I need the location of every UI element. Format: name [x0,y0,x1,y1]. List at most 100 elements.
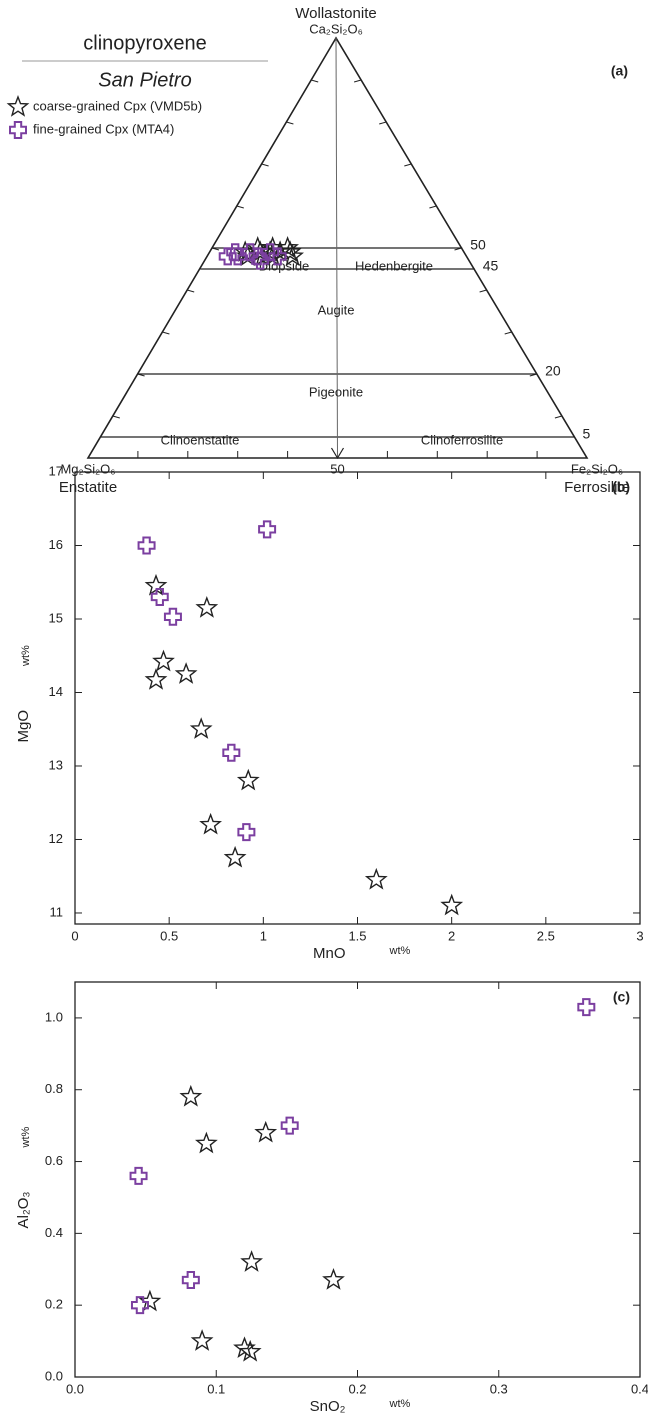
data-point [238,1339,262,1362]
y-axis-unit: wt% [20,645,32,667]
x-tick-label: 0 [71,928,78,943]
corner-formula: Mg₂Si₂O₆ [60,461,115,476]
edge-tick [404,163,412,167]
y-tick-label: 0.8 [45,1081,63,1096]
y-tick-label: 0.2 [45,1297,63,1312]
data-point [228,247,247,266]
boundary-label: 5 [583,426,591,442]
field-label: Hedenbergite [355,258,433,273]
data-point [163,607,182,626]
data-point [144,668,168,690]
y-tick-label: 12 [49,831,63,846]
data-point [440,893,464,916]
edge-tick [162,331,170,335]
y-axis-label: MgO [15,710,32,743]
data-point [222,743,241,762]
edge-tick [554,415,563,419]
y-tick-label: 14 [49,684,63,699]
data-point [577,998,596,1017]
plot-frame [74,981,641,1378]
x-tick-label: 2.5 [537,928,555,943]
data-point [195,1131,218,1154]
y-tick-label: 13 [49,757,63,772]
data-point [251,251,270,270]
data-point [280,1116,299,1135]
data-point [190,1329,214,1351]
data-point [240,1250,263,1272]
field-label: Clinoenstatite [161,432,240,447]
data-point [195,595,219,618]
data-point [276,236,299,258]
corner-label: Enstatite [59,479,117,496]
y-tick-label: 16 [49,537,63,552]
edge-tick [187,289,195,293]
data-point [181,1271,200,1290]
x-axis-label: SnO₂ [310,1398,346,1415]
y-tick-label: 0.6 [45,1153,63,1168]
y-axis-label: Al₂O₃ [15,1192,32,1229]
x-tick-label: 0.0 [66,1381,84,1396]
y-tick-label: 11 [50,904,64,919]
data-point [137,536,156,555]
field-label: Clinoferrosilite [421,432,503,447]
data-point [152,649,175,672]
data-point [179,1084,203,1107]
field-label: Augite [318,302,355,317]
data-point [150,587,169,606]
chart-title: clinopyroxene [83,32,206,54]
field-label: Pigeonite [309,384,363,399]
panel-label: (c) [613,989,630,1005]
data-point [364,867,388,890]
data-point [223,845,247,868]
edge-tick [379,121,387,125]
y-tick-label: 17 [49,463,63,478]
data-point [174,662,198,684]
legend-marker [9,121,27,139]
panel-label: (a) [611,63,628,79]
data-point [254,1120,278,1143]
apex-formula: Ca₂Si₂O₆ [309,21,363,36]
edge-tick [479,289,487,293]
x-tick-label: 0.4 [631,1381,648,1396]
boundary-label: 50 [470,237,486,253]
apex-label: Wollastonite [295,5,376,22]
x-axis-unit: wt% [389,945,411,957]
edge-tick [504,331,512,335]
edge-tick [112,415,120,419]
data-point [258,520,277,539]
y-tick-label: 15 [49,610,63,625]
y-tick-label: 0.4 [45,1225,63,1240]
boundary-label: 45 [483,258,499,274]
edge-tick [429,205,437,209]
data-point [189,717,213,739]
chart-subtitle: San Pietro [98,69,191,91]
legend-label: fine-grained Cpx (MTA4) [33,121,174,136]
x-tick-label: 3 [636,928,643,943]
corner-formula: Fe₂Si₂O₆ [571,461,623,476]
edge-tick [311,79,319,83]
data-point [199,812,222,835]
data-point [233,1336,256,1359]
y-tick-label: 1.0 [45,1009,63,1024]
x-tick-label: 0.2 [348,1381,366,1396]
data-point [278,240,302,262]
x-tick-label: 2 [448,928,455,943]
legend-label: coarse-grained Cpx (VMD5b) [33,98,202,113]
plot-frame [74,471,641,925]
edge-tick [261,163,269,167]
divider-label: 50 [330,461,344,476]
edge-tick [353,79,362,83]
data-point [130,1296,149,1315]
data-point [268,247,287,266]
data-point [129,1166,148,1185]
data-point [236,768,260,791]
divider-line [335,37,338,459]
legend-marker [6,95,30,117]
x-tick-label: 0.3 [490,1381,508,1396]
panel-label: (b) [612,479,630,495]
x-tick-label: 0.5 [160,928,178,943]
divider-arrow [330,447,345,460]
x-tick-label: 1 [260,928,267,943]
x-tick-label: 1.5 [348,928,366,943]
